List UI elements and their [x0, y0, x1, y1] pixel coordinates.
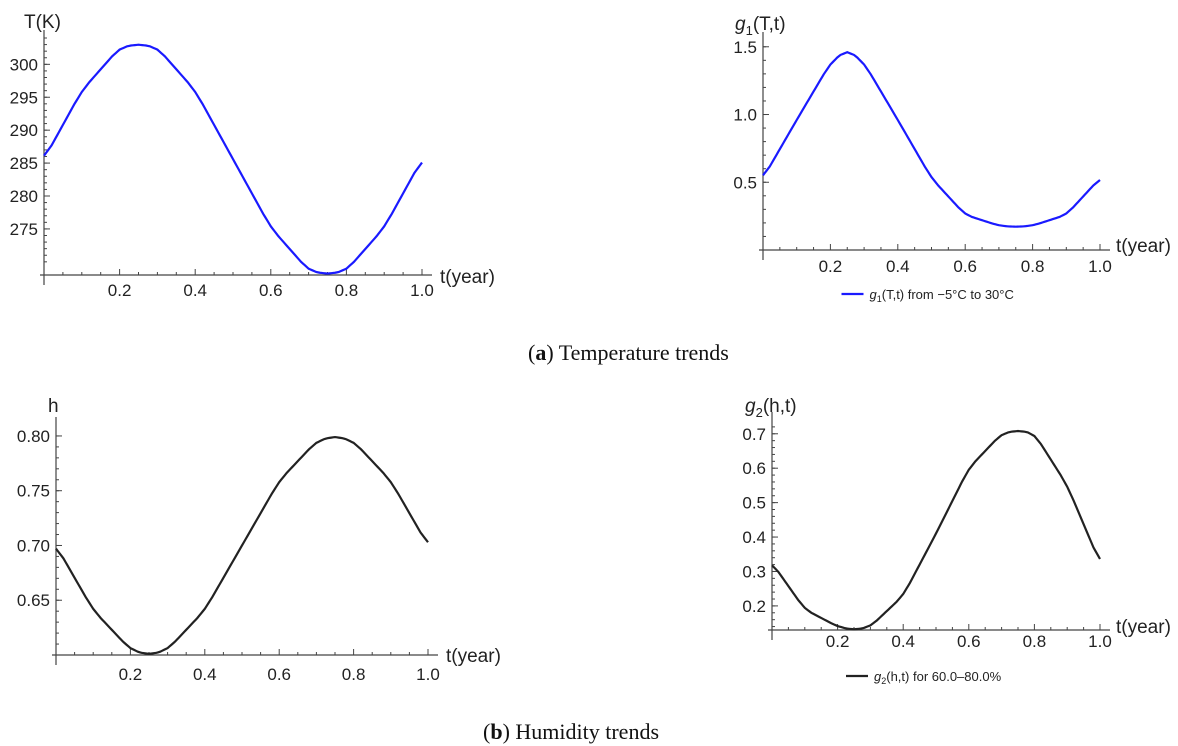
y-tick-label: 0.6	[742, 459, 766, 478]
y-tick-label: 290	[10, 121, 38, 140]
x-tick-label: 0.8	[1021, 257, 1045, 276]
y-tick-label: 295	[10, 88, 38, 107]
y-tick-label: 1.0	[733, 106, 757, 125]
series-line	[55, 435, 429, 656]
caption-b: (b) Humidity trends	[483, 719, 659, 744]
x-tick-label: 0.8	[1023, 632, 1047, 651]
caption-b-text: Humidity trends	[510, 719, 659, 744]
y-tick-label: 0.2	[742, 597, 766, 616]
x-tick-label: 0.6	[267, 665, 291, 684]
x-axis-label: t(year)	[1116, 617, 1171, 638]
series-line	[771, 429, 1101, 631]
x-tick-label: 0.2	[826, 632, 850, 651]
x-tick-label: 0.4	[886, 257, 910, 276]
chart-g1: 0.2 0.4 0.6 0.8 1.0 0.5 1.0 1.5g1(T,t) t(year) g1…	[733, 14, 1171, 304]
chart-g2: 0.2 0.4 0.6 0.8 1.0 0.2 0.3 0.4 0.5 0.6 0.7 g2(h,t)…	[742, 396, 1171, 686]
chart-temperature: 0.2 0.4 0.6 0.8 1.0 275 280 285 290 295 300 T(K) t(y…	[10, 12, 495, 300]
y-tick-label: 0.4	[742, 528, 766, 547]
y-tick-label: 285	[10, 154, 38, 173]
x-tick-label: 0.2	[119, 665, 143, 684]
x-tick-label: 1.0	[1088, 632, 1112, 651]
y-tick-label: 0.3	[742, 562, 766, 581]
y-tick-label: 1.5	[733, 38, 757, 57]
y-tick-label: 300	[10, 55, 38, 74]
x-axis-label: t(year)	[1116, 236, 1171, 257]
y-tick-label: 0.75	[17, 482, 50, 501]
x-tick-label: 0.4	[193, 665, 217, 684]
x-tick-label: 0.6	[957, 632, 981, 651]
x-tick-label: 1.0	[416, 665, 440, 684]
caption-a-text: Temperature trends	[554, 340, 729, 365]
y-tick-label: 0.7	[742, 425, 766, 444]
x-tick-label: 1.0	[410, 281, 434, 300]
x-tick-label: 0.2	[819, 257, 843, 276]
y-tick-label: 280	[10, 187, 38, 206]
x-tick-label: 0.6	[259, 281, 283, 300]
series-line	[43, 43, 423, 275]
y-tick-label: 275	[10, 220, 38, 239]
y-tick-label: 0.65	[17, 591, 50, 610]
chart-humidity: 0.2 0.4 0.6 0.8 1.0 0.65 0.70 0.75 0.80 h t(year)	[17, 396, 501, 684]
x-tick-label: 0.2	[108, 281, 132, 300]
y-axis-label: h	[48, 396, 59, 417]
y-tick-label: 0.80	[17, 427, 50, 446]
y-tick-label: 0.5	[742, 494, 766, 513]
x-tick-label: 0.4	[183, 281, 207, 300]
y-axis-label: g1(T,t)	[735, 14, 786, 38]
y-tick-label: 0.70	[17, 536, 50, 555]
caption-a: (a) Temperature trends	[528, 340, 729, 365]
caption-a-letter: a	[535, 340, 546, 365]
legend-label: g2(h,t) for 60.0–80.0%	[874, 669, 1002, 686]
x-axis-label: t(year)	[440, 267, 495, 288]
x-tick-label: 1.0	[1088, 257, 1112, 276]
x-axis-label: t(year)	[446, 646, 501, 667]
series-line	[762, 51, 1101, 228]
x-tick-label: 0.4	[891, 632, 915, 651]
x-tick-label: 0.6	[953, 257, 977, 276]
caption-b-letter: b	[490, 719, 502, 744]
legend-label: g1(T,t) from −5°C to 30°C	[870, 287, 1014, 304]
x-tick-label: 0.8	[342, 665, 366, 684]
y-axis-label: g2(h,t)	[745, 396, 797, 420]
x-tick-label: 0.8	[335, 281, 359, 300]
y-axis-label: T(K)	[24, 12, 61, 33]
y-tick-label: 0.5	[733, 173, 757, 192]
